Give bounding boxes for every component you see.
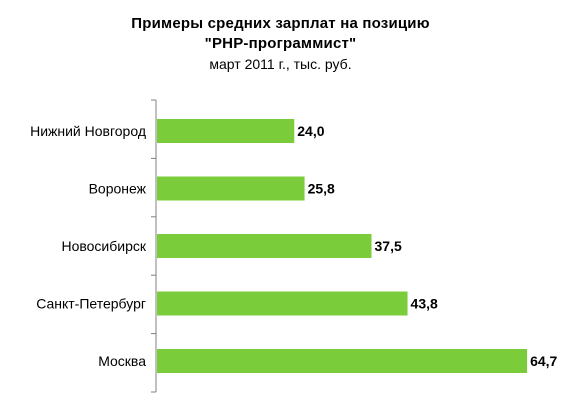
- category-label: Москва: [98, 353, 146, 369]
- bar: [157, 291, 408, 316]
- data-label: 37,5: [375, 238, 402, 254]
- chart-title-line-1: Примеры средних зарплат на позицию: [131, 15, 430, 32]
- data-label: 25,8: [308, 181, 335, 197]
- bar: [157, 176, 305, 201]
- category-label: Новосибирск: [61, 238, 146, 254]
- category-label: Воронеж: [89, 181, 147, 197]
- category-label: Нижний Новгород: [30, 123, 146, 139]
- bar: [157, 234, 372, 258]
- category-label: Санкт-Петербург: [36, 296, 146, 312]
- chart-title-line-2: "PHP-программист": [204, 35, 357, 52]
- bar: [157, 349, 528, 373]
- bar: [157, 119, 295, 143]
- data-label: 24,0: [297, 123, 324, 139]
- chart-title-block: Примеры средних зарплат на позицию "PHP-…: [0, 14, 561, 74]
- data-label: 64,7: [530, 353, 557, 369]
- data-label: 43,8: [411, 296, 438, 312]
- chart-subtitle: март 2011 г., тыс. руб.: [209, 56, 352, 72]
